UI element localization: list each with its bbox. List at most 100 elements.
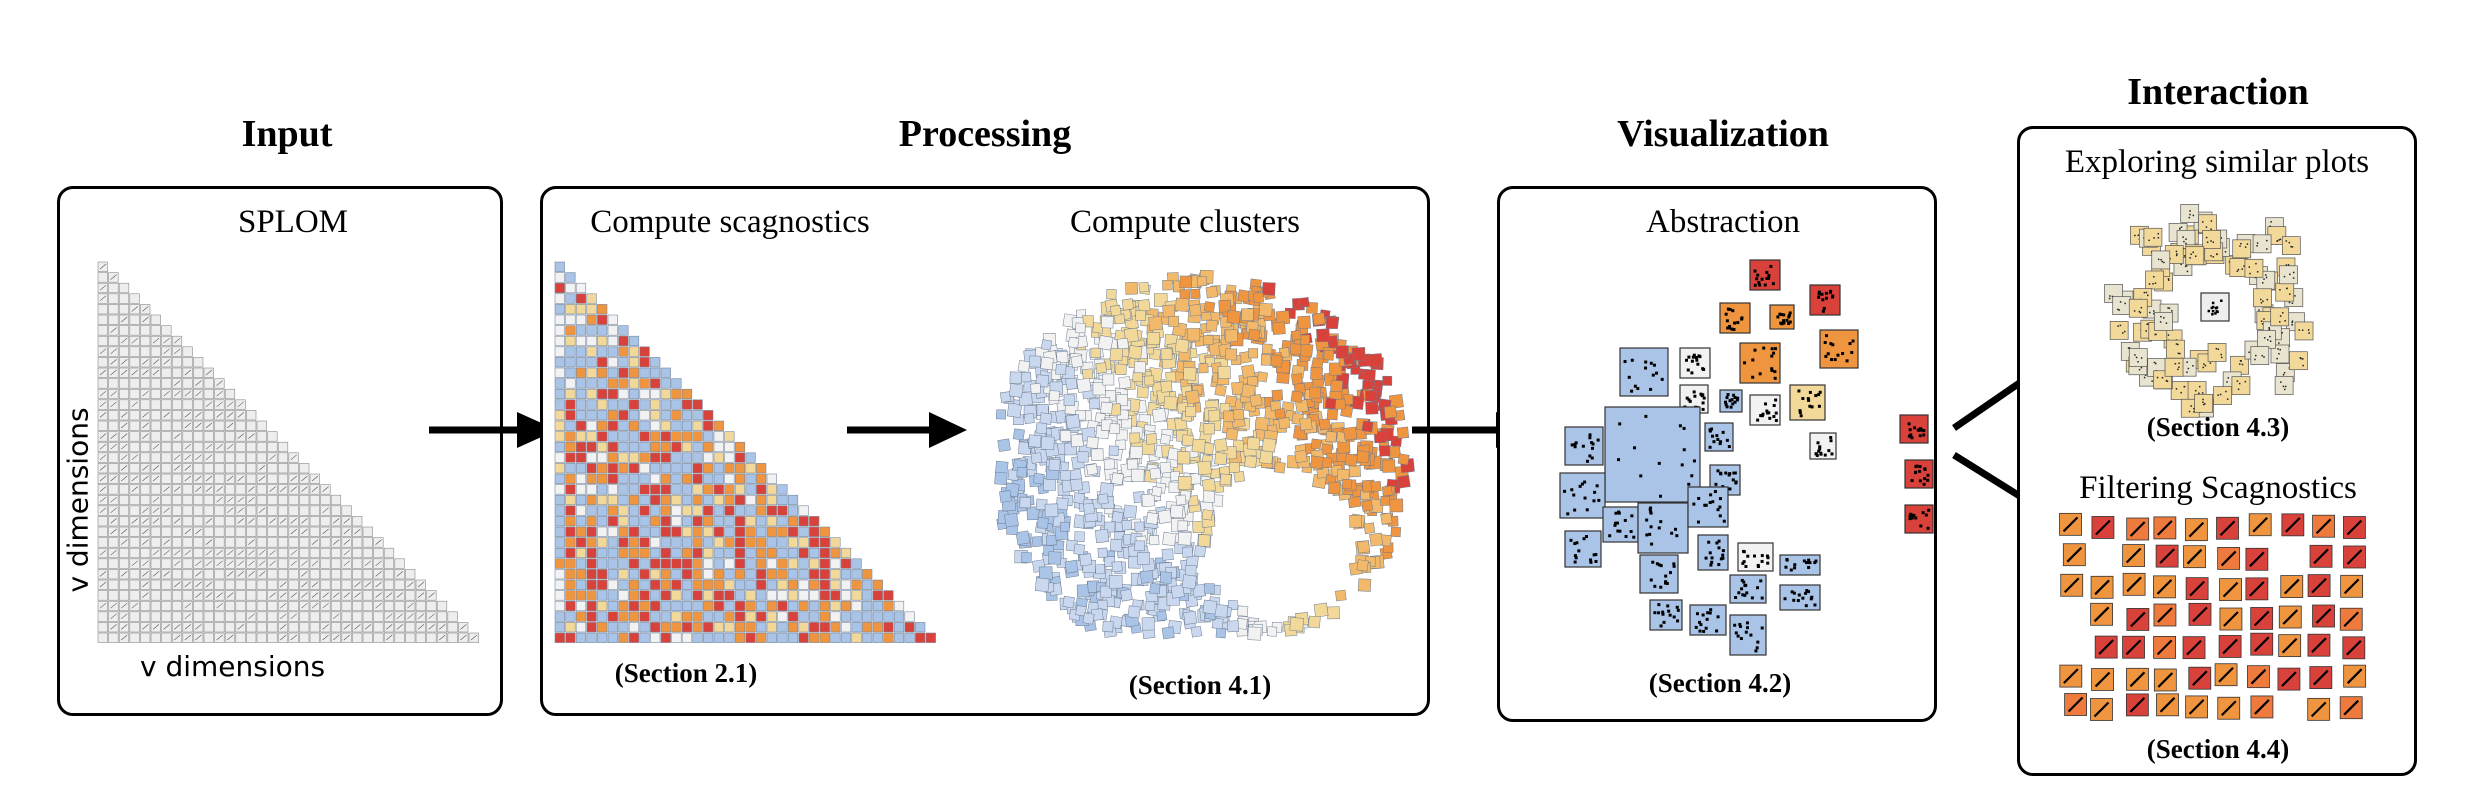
scagnostic-cell	[639, 473, 650, 484]
scagnostic-cell	[809, 600, 820, 612]
scagnostic-cell	[586, 367, 597, 378]
scagnostic-cell	[819, 526, 830, 537]
stage-title-interaction: Interaction	[2127, 71, 2309, 113]
scagnostic-cell	[671, 547, 682, 559]
scagnostic-cell	[692, 537, 703, 548]
scagnostic-cell	[575, 494, 587, 506]
splom-x-axis-label: v dimensions	[140, 650, 326, 683]
scagnostic-cell	[840, 579, 852, 590]
scagnostic-cell	[681, 473, 693, 484]
scagnostic-cell	[681, 420, 693, 431]
cluster-plot-glyph	[1214, 452, 1228, 466]
scagnostic-cell	[703, 505, 714, 516]
cluster-plot-glyph	[1299, 417, 1313, 431]
cluster-plot-glyph	[1190, 288, 1201, 299]
splom-cell	[256, 632, 267, 643]
cluster-plot-glyph	[994, 471, 1008, 486]
splom-cell	[256, 526, 267, 537]
scagnostic-cell	[713, 484, 724, 495]
splom-cell	[203, 622, 214, 633]
splom-cell	[193, 537, 204, 548]
cluster-plot-glyph	[1225, 348, 1238, 361]
splom-cell	[224, 622, 236, 633]
scagnostic-cell	[703, 420, 714, 431]
scagnostic-cell	[607, 526, 618, 537]
cluster-plot-glyph	[1241, 383, 1256, 399]
cluster-plot-glyph	[1102, 620, 1114, 633]
scagnostic-cell	[618, 547, 629, 559]
cluster-plot-glyph	[1120, 588, 1133, 602]
scagnostic-cell	[745, 494, 756, 506]
scagnostic-cell	[703, 463, 714, 474]
splom-cell	[193, 431, 204, 442]
scagnostic-cell	[756, 473, 767, 484]
scagnostic-cell	[565, 410, 576, 421]
scagnostic-cell	[798, 632, 809, 643]
splom-cell	[320, 569, 331, 580]
splom-cell	[140, 325, 151, 336]
scagnostic-cell	[681, 388, 693, 400]
splom-cell	[214, 537, 225, 548]
similar-plot-thumb	[2112, 296, 2132, 315]
scagnostic-cell	[819, 622, 830, 633]
scagnostic-cell	[607, 452, 618, 463]
scagnostic-cell	[554, 600, 565, 612]
splom-cell	[129, 611, 140, 622]
cluster-plot-glyph	[1129, 445, 1143, 459]
similar-plot-thumb	[2143, 227, 2163, 247]
scagnostic-cell	[607, 314, 618, 325]
splom-cell	[129, 463, 140, 474]
cluster-plot-glyph	[1203, 335, 1214, 346]
scagnostic-cell	[660, 378, 671, 389]
cluster-plot-glyph	[1009, 371, 1023, 384]
similar-plot-thumb	[2128, 298, 2148, 318]
cluster-plot-glyph	[1187, 494, 1199, 507]
scagnostic-cell	[819, 579, 830, 590]
scagnostic-cell	[660, 410, 671, 421]
cluster-plot-glyph	[1205, 285, 1219, 299]
splom-cell	[108, 569, 119, 580]
cluster-plot-glyph	[1191, 438, 1206, 453]
cluster-plot-glyph	[1196, 276, 1208, 287]
cluster-plot-glyph	[1029, 355, 1041, 368]
cluster-plot-glyph	[1290, 343, 1302, 355]
scagnostic-cell	[607, 579, 618, 590]
scagnostic-cell	[819, 600, 830, 612]
scagnostic-cell	[840, 600, 852, 612]
cluster-plot-glyph	[1213, 438, 1228, 453]
scagnostic-cell	[586, 473, 597, 484]
splom-cell	[235, 579, 246, 590]
scagnostic-cell	[915, 632, 926, 643]
splom-cell	[415, 600, 426, 612]
scagnostic-cell	[586, 388, 597, 400]
splom-cell	[129, 579, 140, 590]
scagnostic-cell	[586, 526, 597, 537]
splom-cell	[108, 282, 119, 294]
scagnostic-cell	[766, 473, 777, 484]
cluster-plot-glyph	[1161, 626, 1175, 640]
scagnostic-cell	[618, 622, 629, 633]
scagnostic-cell	[607, 632, 618, 643]
scagnostic-cell	[756, 537, 767, 548]
splom-cell	[150, 399, 161, 410]
filtered-plots-grid	[2059, 512, 2367, 721]
splom-cell	[182, 346, 193, 357]
cluster-plot-glyph	[1160, 348, 1173, 360]
splom-cell	[129, 632, 140, 643]
cluster-plot-glyph	[1290, 390, 1304, 403]
splom-cell	[129, 325, 140, 336]
scagnostic-cell	[639, 526, 650, 537]
splom-cell	[224, 579, 236, 590]
cluster-plot-glyph	[1040, 356, 1054, 371]
scagnostic-cell	[809, 569, 820, 580]
cluster-plot-glyph	[1094, 528, 1110, 544]
splom-cell	[161, 463, 172, 474]
scagnostic-cell	[607, 516, 618, 527]
cluster-plot-glyph	[1329, 362, 1342, 376]
splom-cell	[447, 611, 458, 622]
scagnostic-cell	[586, 304, 597, 315]
splom-cell	[415, 632, 426, 643]
cluster-plot-glyph	[1218, 299, 1232, 313]
scagnostic-cell	[713, 494, 724, 506]
cluster-plot-glyph	[1290, 329, 1302, 341]
